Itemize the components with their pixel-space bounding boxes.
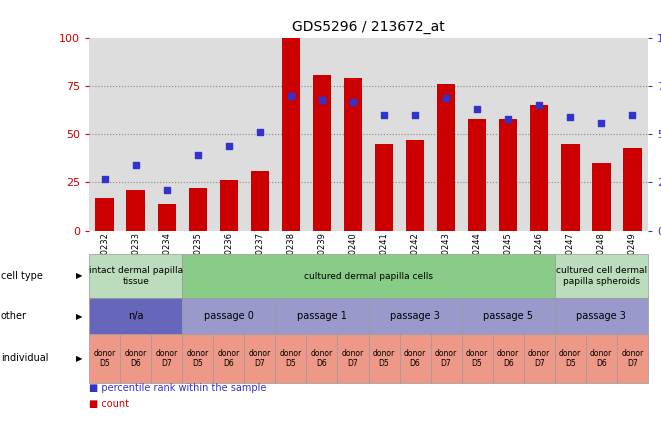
Text: donor
D7: donor D7 [621, 349, 643, 368]
Text: ▶: ▶ [76, 272, 83, 280]
Bar [468, 119, 486, 231]
Bar [437, 84, 455, 231]
Text: donor
D7: donor D7 [249, 349, 271, 368]
Text: passage 1: passage 1 [297, 311, 347, 321]
Text: ■ percentile rank within the sample: ■ percentile rank within the sample [89, 383, 266, 393]
Text: passage 5: passage 5 [483, 311, 533, 321]
Point [99, 175, 110, 182]
Text: donor
D5: donor D5 [280, 349, 302, 368]
Text: ▶: ▶ [76, 312, 83, 321]
Text: ■ count: ■ count [89, 399, 130, 409]
Text: donor
D6: donor D6 [125, 349, 147, 368]
Point [596, 119, 607, 126]
Text: donor
D6: donor D6 [404, 349, 426, 368]
Point [565, 114, 576, 121]
Bar [530, 105, 549, 231]
Text: passage 0: passage 0 [204, 311, 254, 321]
Text: donor
D5: donor D5 [94, 349, 116, 368]
Bar [188, 188, 207, 231]
Bar [313, 74, 331, 231]
Bar [95, 198, 114, 231]
Bar [251, 171, 269, 231]
Text: donor
D6: donor D6 [311, 349, 333, 368]
Text: donor
D7: donor D7 [342, 349, 364, 368]
Point [441, 94, 451, 101]
Point [192, 152, 203, 159]
Bar [219, 181, 238, 231]
Bar [561, 144, 580, 231]
Bar [344, 79, 362, 231]
Text: cultured cell dermal
papilla spheroids: cultured cell dermal papilla spheroids [556, 266, 647, 286]
Bar [282, 38, 300, 231]
Text: passage 3: passage 3 [390, 311, 440, 321]
Text: ▶: ▶ [76, 354, 83, 363]
Text: donor
D6: donor D6 [217, 349, 240, 368]
Text: donor
D6: donor D6 [590, 349, 612, 368]
Bar [592, 163, 611, 231]
Text: donor
D5: donor D5 [373, 349, 395, 368]
Text: donor
D5: donor D5 [559, 349, 581, 368]
Text: n/a: n/a [128, 311, 143, 321]
Text: donor
D7: donor D7 [156, 349, 178, 368]
Point [534, 102, 545, 109]
Text: other: other [1, 311, 26, 321]
Text: donor
D7: donor D7 [528, 349, 551, 368]
Point [379, 112, 389, 118]
Bar [623, 148, 642, 231]
Text: donor
D5: donor D5 [466, 349, 488, 368]
Text: passage 3: passage 3 [576, 311, 626, 321]
Point [503, 115, 514, 122]
Bar [375, 144, 393, 231]
Point [254, 129, 265, 136]
Text: donor
D6: donor D6 [497, 349, 520, 368]
Point [472, 106, 483, 113]
Bar [126, 190, 145, 231]
Point [223, 143, 234, 149]
Point [317, 96, 327, 103]
Point [627, 112, 638, 118]
Bar [406, 140, 424, 231]
Text: donor
D5: donor D5 [186, 349, 209, 368]
Title: GDS5296 / 213672_at: GDS5296 / 213672_at [292, 20, 445, 34]
Bar [499, 119, 518, 231]
Point [348, 98, 358, 105]
Point [286, 93, 296, 99]
Point [161, 187, 172, 193]
Point [410, 112, 420, 118]
Text: intact dermal papilla
tissue: intact dermal papilla tissue [89, 266, 183, 286]
Text: individual: individual [1, 354, 48, 363]
Text: cultured dermal papilla cells: cultured dermal papilla cells [304, 272, 433, 280]
Text: cell type: cell type [1, 271, 42, 281]
Point [130, 162, 141, 168]
Text: donor
D7: donor D7 [435, 349, 457, 368]
Bar [157, 203, 176, 231]
